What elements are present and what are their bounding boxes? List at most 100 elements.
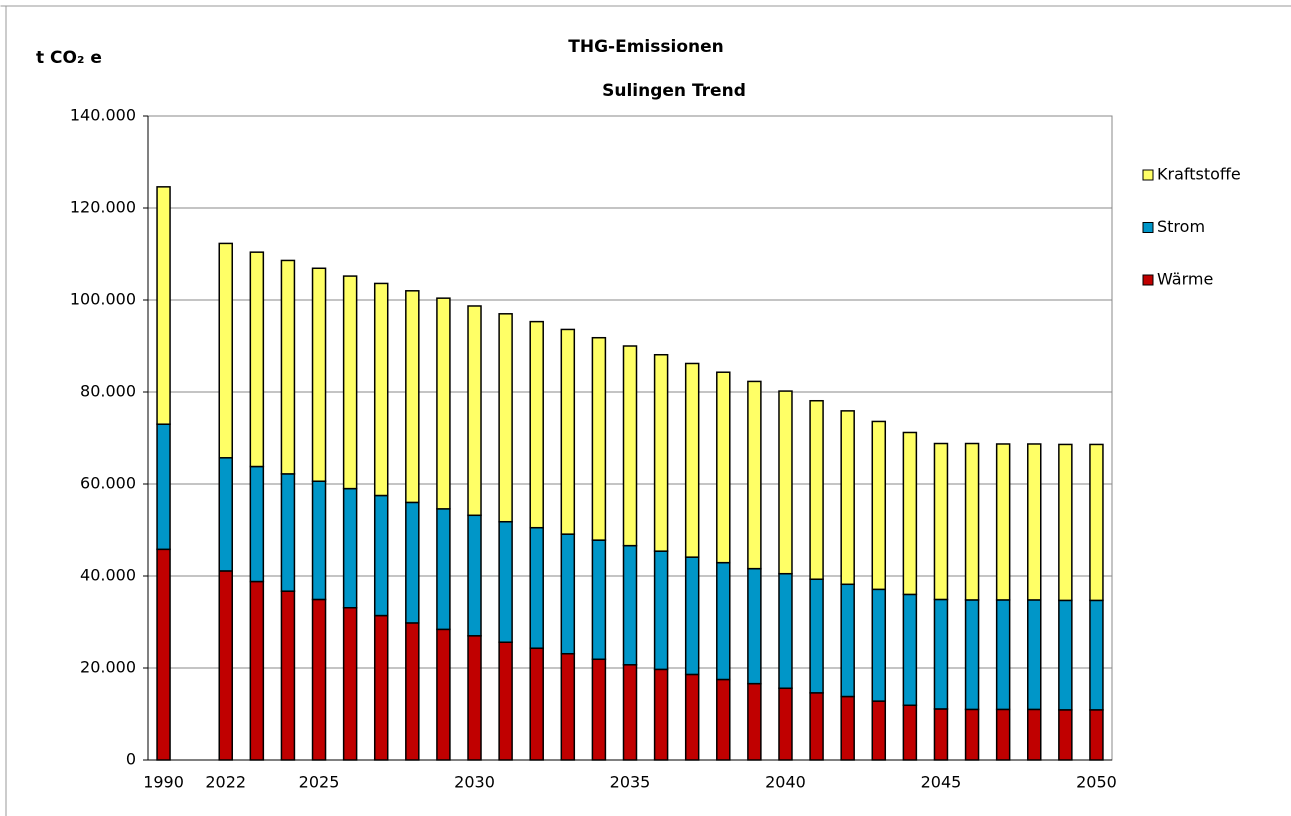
bar-segment — [933, 598, 949, 710]
bar-segment — [591, 539, 607, 661]
bar-segment — [529, 320, 544, 529]
bar-segment — [467, 635, 482, 761]
y-axis-label: t CO₂ e — [36, 48, 102, 68]
bar-segment — [498, 520, 513, 643]
bar-segment — [1027, 599, 1042, 711]
bar-segment — [933, 708, 949, 761]
bar-segment — [249, 580, 265, 761]
bar-segment — [342, 275, 358, 490]
bar-segment — [591, 658, 607, 761]
x-tick-label: 2022 — [205, 773, 246, 792]
bar-segment — [747, 380, 762, 570]
legend-swatch — [1142, 222, 1154, 233]
bar-segment — [622, 544, 638, 666]
bar-segment — [467, 305, 482, 517]
bar-segment — [1089, 599, 1104, 711]
bar-segment — [902, 431, 918, 596]
bar-segment — [560, 652, 576, 761]
bar-segment — [840, 583, 855, 698]
x-tick-label: 2050 — [1076, 773, 1117, 792]
y-tick-label: 0 — [126, 750, 136, 769]
bar-segment — [1058, 443, 1073, 602]
bar-segment — [871, 700, 887, 761]
bar-segment — [995, 708, 1011, 761]
chart-title: THG-Emissionen — [568, 37, 723, 57]
bar-segment — [591, 336, 607, 541]
bar-segment — [436, 628, 451, 761]
bar-segment — [684, 362, 700, 558]
bar-segment — [373, 282, 389, 497]
bar-segment — [902, 593, 918, 707]
bar-segment — [156, 186, 171, 425]
bar-segment — [716, 561, 731, 681]
x-tick-label: 2025 — [299, 773, 340, 792]
bar-segment — [747, 567, 762, 685]
bar-segment — [467, 514, 482, 637]
bar-segment — [249, 251, 265, 468]
bar-segment — [778, 390, 793, 575]
bar-segment — [716, 678, 731, 761]
bar-segment — [622, 664, 638, 761]
y-tick-label: 140.000 — [70, 106, 136, 125]
x-tick-label: 1990 — [143, 773, 184, 792]
bar-segment — [1058, 709, 1073, 761]
bar-segment — [995, 443, 1011, 601]
bar-segment — [871, 420, 887, 591]
bar-segment — [778, 572, 793, 689]
legend-swatch — [1142, 169, 1154, 181]
bar-segment — [342, 487, 358, 609]
bar-segment — [964, 599, 980, 711]
x-tick-label: 2030 — [454, 773, 495, 792]
legend-label: Kraftstoffe — [1157, 165, 1241, 184]
bar-segment — [405, 501, 420, 624]
bar-segment — [1027, 708, 1042, 761]
bar-segment — [1089, 443, 1104, 602]
bar-segment — [342, 606, 358, 761]
bar-segment — [218, 242, 233, 459]
bar-segment — [498, 641, 513, 761]
bar-segment — [964, 442, 980, 601]
bar-segment — [902, 704, 918, 761]
bar-segment — [156, 548, 171, 761]
legend-label: Strom — [1157, 217, 1205, 236]
bar-segment — [280, 473, 296, 592]
y-tick-label: 60.000 — [80, 474, 136, 493]
bar-segment — [778, 687, 793, 761]
bar-segment — [747, 682, 762, 761]
bar-segment — [249, 465, 265, 583]
bar-segment — [809, 578, 824, 694]
bar-segment — [311, 267, 327, 482]
bar-segment — [684, 556, 700, 676]
x-tick-label: 2045 — [921, 773, 962, 792]
x-tick-label: 2040 — [765, 773, 806, 792]
bar-segment — [1089, 709, 1104, 761]
legend-swatch — [1142, 274, 1154, 286]
legend-label: Wärme — [1157, 270, 1213, 289]
bar-segment — [716, 371, 731, 564]
bar-segment — [280, 590, 296, 761]
bar-segment — [529, 526, 544, 649]
bar-segment — [405, 622, 420, 761]
bar-segment — [653, 668, 669, 761]
y-tick-label: 100.000 — [70, 290, 136, 309]
bar-segment — [995, 599, 1011, 711]
bar-segment — [840, 410, 855, 586]
bar-segment — [311, 480, 327, 601]
bar-segment — [653, 353, 669, 552]
bar-segment — [498, 313, 513, 523]
y-tick-label: 120.000 — [70, 198, 136, 217]
bar-segment — [1027, 443, 1042, 601]
bar-segment — [436, 297, 451, 510]
bar-segment — [218, 457, 233, 572]
x-tick-label: 2035 — [610, 773, 651, 792]
bar-segment — [373, 494, 389, 617]
bar-segment — [840, 695, 855, 761]
chart-subtitle: Sulingen Trend — [602, 81, 746, 101]
bar-segment — [1058, 599, 1073, 711]
bar-segment — [560, 533, 576, 655]
bar-segment — [964, 708, 980, 761]
bar-segment — [684, 673, 700, 761]
bar-segment — [560, 328, 576, 535]
